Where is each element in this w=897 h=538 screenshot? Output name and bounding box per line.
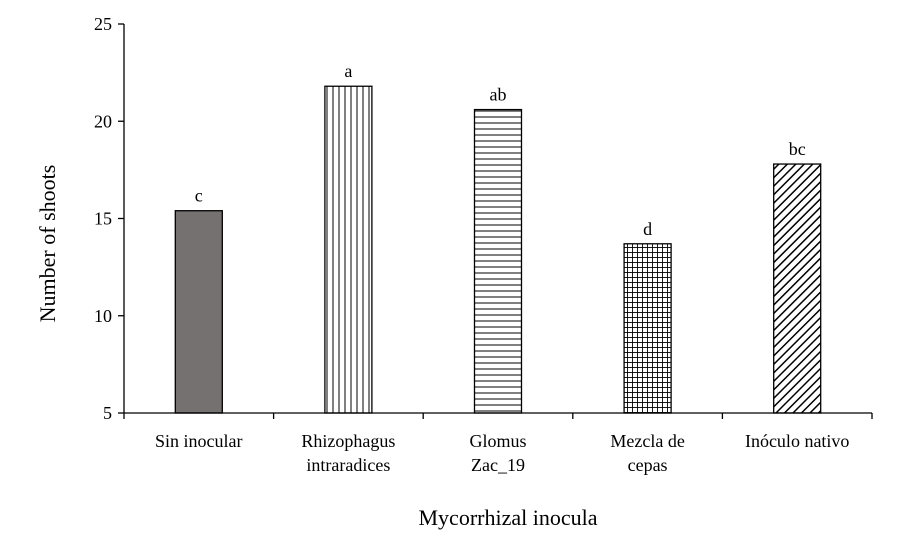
y-tick-label-5: 5 — [103, 403, 112, 423]
y-axis-title: Number of shoots — [35, 165, 60, 323]
category-label-1: Sin inocular — [155, 431, 243, 451]
significance-label-5: bc — [789, 139, 806, 159]
bar-3 — [473, 108, 523, 414]
category-label-line: Glomus — [469, 431, 526, 451]
y-tick-label-15: 15 — [94, 209, 112, 229]
category-label-line: Inóculo nativo — [745, 431, 849, 451]
axes-layer — [118, 23, 873, 419]
significance-label-3: ab — [490, 85, 507, 105]
category-label-line: Sin inocular — [155, 431, 243, 451]
category-label-line: intraradices — [306, 455, 390, 475]
bars-layer — [174, 85, 822, 414]
category-label-5: Inóculo nativo — [745, 431, 849, 451]
y-tick-label-20: 20 — [94, 111, 112, 131]
significance-label-1: c — [195, 186, 203, 206]
bar-5 — [773, 163, 822, 414]
y-tick-label-10: 10 — [94, 306, 112, 326]
significance-label-2: a — [344, 61, 352, 81]
category-label-3: Glomus Zac_19 — [469, 431, 526, 475]
bar-1 — [174, 210, 223, 414]
bar-2 — [324, 85, 373, 414]
category-label-line: Zac_19 — [471, 455, 525, 475]
category-label-4: Mezcla de cepas — [610, 431, 684, 475]
y-tick-label-25: 25 — [94, 14, 112, 34]
category-label-line: Mezcla de — [610, 431, 684, 451]
category-label-line: cepas — [628, 455, 668, 475]
significance-label-4: d — [643, 219, 652, 239]
x-axis-title: Mycorrhizal inocula — [419, 505, 598, 530]
category-label-line: Rhizophagus — [301, 431, 395, 451]
labels-layer: c Sin inocular a Rhizophagus intraradices ab G… — [35, 14, 849, 530]
category-label-2: Rhizophagus intraradices — [301, 431, 395, 475]
bar-4 — [623, 243, 672, 414]
